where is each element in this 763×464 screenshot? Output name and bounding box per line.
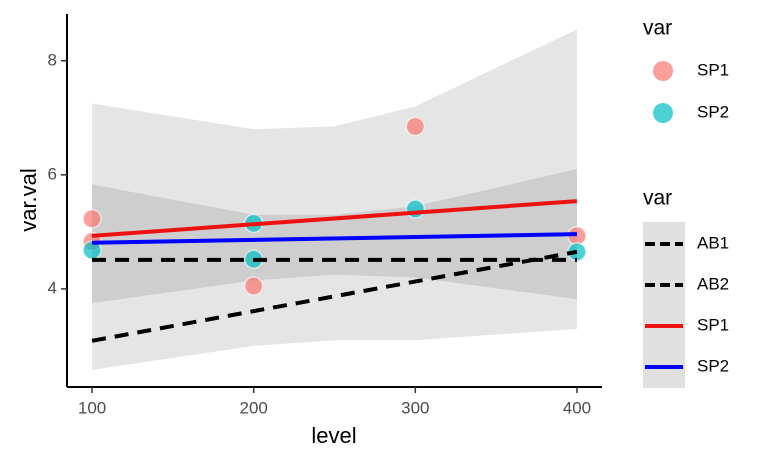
legend-title: var: [643, 187, 672, 210]
point: [405, 199, 426, 219]
legend-label: AB1: [697, 233, 729, 252]
legend-key: [653, 61, 673, 81]
point: [82, 209, 102, 229]
point: [243, 276, 264, 296]
legend-label: SP1: [697, 315, 729, 334]
y-tick-label: 4: [48, 278, 57, 297]
legend-label: SP2: [697, 356, 729, 375]
legend-label: SP1: [697, 60, 729, 79]
x-tick-label: 100: [78, 398, 106, 417]
legend-title: var: [643, 17, 672, 40]
legend-key-bg: [643, 222, 685, 388]
legend-key: [653, 103, 673, 123]
trend-line: [92, 232, 577, 245]
confidence-band: [92, 169, 577, 304]
x-tick-label: 300: [401, 398, 429, 417]
legend-label: AB2: [697, 274, 729, 293]
trend-line: [91, 249, 578, 343]
y-axis-title: var.val: [16, 168, 41, 232]
legend-label: SP2: [697, 102, 729, 121]
x-tick-label: 400: [563, 398, 591, 417]
point: [405, 116, 426, 137]
y-tick-label: 6: [48, 164, 57, 183]
y-tick-label: 8: [48, 50, 57, 69]
x-tick-label: 200: [239, 398, 267, 417]
trend-line: [91, 199, 578, 238]
x-axis-title: level: [311, 423, 356, 448]
